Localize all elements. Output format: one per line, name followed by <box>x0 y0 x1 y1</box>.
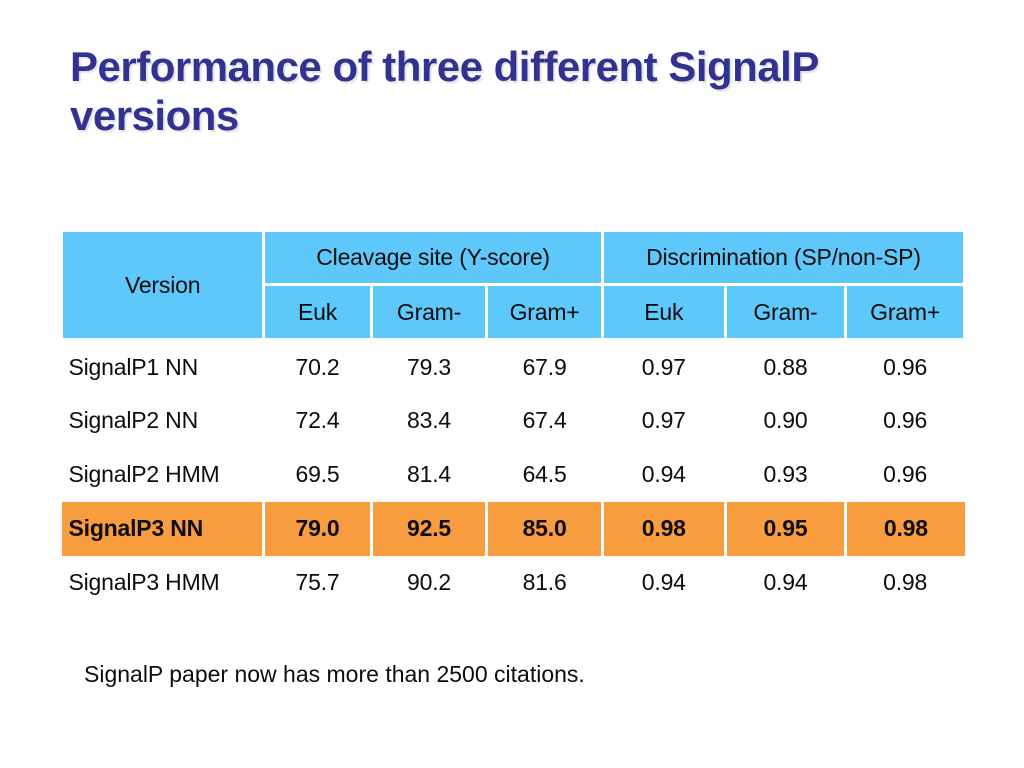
value-cell: 81.4 <box>371 447 487 502</box>
value-cell: 70.2 <box>263 339 372 394</box>
table-row-signalp2-hmm: SignalP2 HMM 69.5 81.4 64.5 0.94 0.93 0.… <box>61 447 965 502</box>
value-cell: 75.7 <box>263 555 372 610</box>
column-header-gram-plus-discrimination: Gram+ <box>844 283 966 341</box>
table-header-sub-row: Euk Gram- Gram+ Euk Gram- Gram+ <box>62 283 966 341</box>
column-header-cleavage-site: Cleavage site (Y-score) <box>262 229 604 286</box>
value-cell: 64.5 <box>486 447 603 502</box>
value-cell: 0.98 <box>844 501 965 556</box>
value-cell: 0.97 <box>602 339 726 394</box>
version-cell: SignalP2 HMM <box>61 447 264 502</box>
value-cell: 92.5 <box>369 501 487 556</box>
value-cell: 0.95 <box>723 501 846 556</box>
value-cell: 0.97 <box>602 393 726 448</box>
value-cell: 0.90 <box>725 393 846 448</box>
column-header-gram-minus-discrimination: Gram- <box>723 283 848 341</box>
value-cell: 0.88 <box>725 339 846 394</box>
value-cell: 79.0 <box>262 501 372 556</box>
value-cell: 0.98 <box>845 555 965 610</box>
value-cell: 0.93 <box>725 447 846 502</box>
value-cell: 0.94 <box>602 447 726 502</box>
version-cell: SignalP2 NN <box>61 393 264 448</box>
column-header-discrimination: Discrimination (SP/non-SP) <box>600 229 967 286</box>
value-cell: 0.94 <box>602 555 726 610</box>
table-row-signalp3-nn-highlighted: SignalP3 NN 79.0 92.5 85.0 0.98 0.95 0.9… <box>61 501 965 556</box>
value-cell: 67.4 <box>486 393 603 448</box>
value-cell: 67.9 <box>486 339 603 394</box>
value-cell: 79.3 <box>371 339 487 394</box>
version-cell: SignalP3 HMM <box>61 555 264 610</box>
value-cell: 69.5 <box>263 447 372 502</box>
version-cell: SignalP3 NN <box>61 501 264 556</box>
performance-table-container: Version Cleavage site (Y-score) Discrimi… <box>59 229 967 610</box>
column-header-version: Version <box>59 229 266 341</box>
value-cell: 72.4 <box>263 393 372 448</box>
column-header-gram-plus-cleavage: Gram+ <box>485 283 604 341</box>
column-header-euk-discrimination: Euk <box>600 283 727 341</box>
value-cell: 0.98 <box>600 501 726 556</box>
table-row-signalp2-nn: SignalP2 NN 72.4 83.4 67.4 0.97 0.90 0.9… <box>61 393 965 448</box>
version-cell: SignalP1 NN <box>61 339 264 394</box>
performance-table: Version Cleavage site (Y-score) Discrimi… <box>59 229 967 610</box>
value-cell: 0.96 <box>845 339 965 394</box>
column-header-gram-minus-cleavage: Gram- <box>369 283 489 341</box>
citations-footnote: SignalP paper now has more than 2500 cit… <box>84 661 585 687</box>
value-cell: 90.2 <box>371 555 487 610</box>
value-cell: 81.6 <box>486 555 603 610</box>
value-cell: 0.94 <box>725 555 846 610</box>
column-header-euk-cleavage: Euk <box>262 283 373 341</box>
slide-title: Performance of three different SignalP v… <box>70 42 819 140</box>
table-row-signalp3-hmm: SignalP3 HMM 75.7 90.2 81.6 0.94 0.94 0.… <box>61 555 965 610</box>
slide-title-line-2: versions <box>70 92 239 139</box>
slide-title-line-1: Performance of three different SignalP <box>70 43 819 90</box>
table-header-group-row: Version Cleavage site (Y-score) Discrimi… <box>59 229 967 341</box>
table-row-signalp1-nn: SignalP1 NN 70.2 79.3 67.9 0.97 0.88 0.9… <box>61 339 965 394</box>
value-cell: 0.96 <box>845 393 965 448</box>
value-cell: 85.0 <box>485 501 603 556</box>
value-cell: 0.96 <box>845 447 965 502</box>
value-cell: 83.4 <box>371 393 487 448</box>
